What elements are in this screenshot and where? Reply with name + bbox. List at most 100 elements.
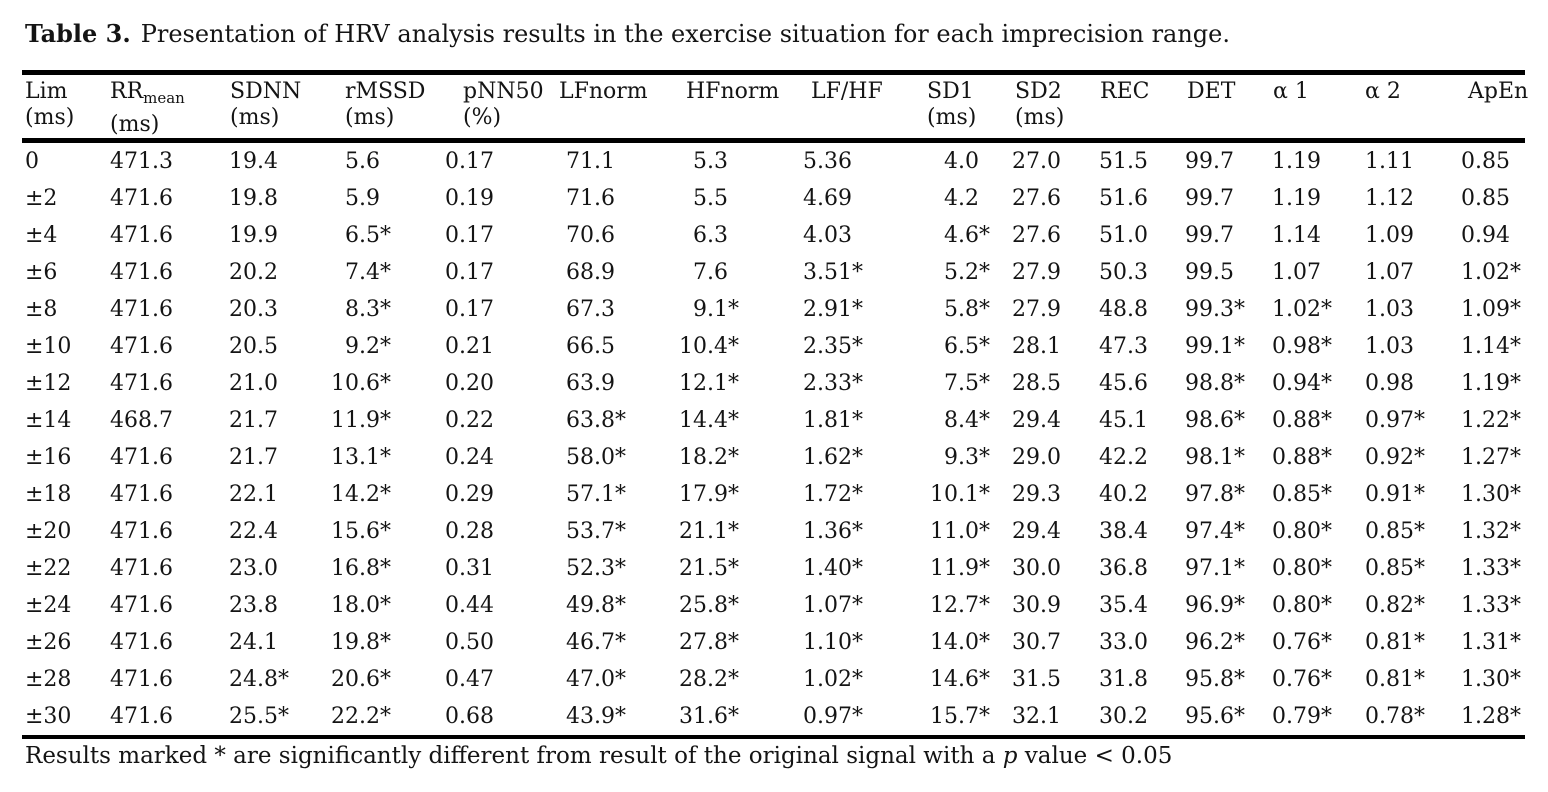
significance-asterisk: * [380, 519, 391, 544]
significance-asterisk: * [1510, 445, 1521, 470]
table-cell: 27.6 [1012, 223, 1061, 248]
significance-asterisk: * [615, 482, 626, 507]
table-header: Lim (ms) RRmean (ms) SDNN (ms) rMSSD (ms) pNN50(… [22, 72, 1528, 143]
row-label-cell: ±16 [25, 445, 72, 470]
significance-asterisk: * [1414, 630, 1425, 655]
significance-asterisk: * [1321, 667, 1332, 692]
table-cell: 21.0 [229, 371, 278, 396]
table-cell: 471.6 [110, 223, 173, 248]
table-cell: 20.5 [229, 334, 278, 359]
table-cell: 50.3 [1099, 260, 1148, 285]
table-cell: 0.31 [445, 556, 494, 581]
significance-asterisk: * [852, 334, 863, 359]
table-cell: 1.09* [1429, 291, 1525, 328]
table-cell: 22.2* [293, 698, 395, 737]
row-label-cell: ±14 [25, 408, 72, 433]
table-cell: 31.5 [1012, 667, 1061, 692]
table-cell: 43.9* [509, 698, 630, 737]
significance-asterisk: * [380, 445, 391, 470]
table-cell: 51.5 [1099, 149, 1148, 174]
significance-asterisk: * [1234, 593, 1245, 618]
table-cell: 1.22* [1429, 402, 1525, 439]
column-header: pNN50 (%) [395, 72, 544, 143]
table-cell: 99.7 [1185, 223, 1234, 248]
table-row: ±10 471.6 20.5 9.2* 0.21 66.5 10.4* 2.35* 6.5* 28… [22, 328, 1525, 365]
table-cell: 0.21 [445, 334, 494, 359]
significance-asterisk: * [852, 297, 863, 322]
significance-asterisk: * [979, 630, 990, 655]
table-cell: 0.94 [1461, 223, 1510, 248]
significance-asterisk: * [1321, 445, 1332, 470]
table-cell: 20.6* [293, 661, 395, 698]
table-cell: 0.85 [1461, 149, 1510, 174]
table-cell: 40.2 [1099, 482, 1148, 507]
row-label-cell: 0 [25, 149, 39, 174]
significance-asterisk: * [615, 704, 626, 729]
table-cell: 9.1* [630, 291, 743, 328]
table-cell: 471.6 [110, 186, 173, 211]
significance-asterisk: * [1234, 334, 1245, 359]
table-cell: 471.6 [110, 556, 173, 581]
table-cell: 5.9 [345, 186, 380, 211]
significance-asterisk: * [1510, 334, 1521, 359]
table-cell: 13.1* [293, 439, 395, 476]
table-cell: 7.4* [293, 254, 395, 291]
table-cell: 1.19 [1272, 186, 1321, 211]
significance-asterisk: * [1510, 371, 1521, 396]
table-cell: 471.6 [110, 593, 173, 618]
significance-asterisk: * [979, 445, 990, 470]
row-label-cell: ±10 [25, 334, 72, 359]
significance-asterisk: * [728, 630, 739, 655]
table-cell: 22.1 [229, 482, 278, 507]
significance-asterisk: * [979, 704, 990, 729]
table-cell: 0.50 [445, 630, 494, 655]
table-cell: 20.3 [229, 297, 278, 322]
table-cell: 11.9* [293, 402, 395, 439]
table-cell: 21.5* [630, 550, 743, 587]
table-row: ±12 471.6 21.0 10.6* 0.20 63.9 12.1* 2.33* 7.5* 2… [22, 365, 1525, 402]
table-cell: 0.91* [1336, 476, 1429, 513]
column-header: REC [1076, 72, 1163, 143]
table-cell: 51.0 [1099, 223, 1148, 248]
table-cell: 0.98* [1249, 328, 1336, 365]
significance-asterisk: * [728, 556, 739, 581]
significance-asterisk: * [1321, 297, 1332, 322]
table-cell: 7.6 [693, 260, 728, 285]
table-cell: 19.9 [229, 223, 278, 248]
table-cell: 471.6 [110, 260, 173, 285]
significance-asterisk: * [1510, 408, 1521, 433]
significance-asterisk: * [1510, 519, 1521, 544]
significance-asterisk: * [1414, 482, 1425, 507]
table-cell: 0.44 [445, 593, 494, 618]
table-cell: 66.5 [566, 334, 615, 359]
column-header: LFnorm [509, 72, 648, 143]
table-cell: 10.6* [293, 365, 395, 402]
table-row: ±22 471.6 23.0 16.8* 0.31 52.3* 21.5* 1.40* 11.9… [22, 550, 1525, 587]
row-label-cell: ±30 [25, 704, 72, 729]
significance-asterisk: * [380, 667, 391, 692]
table-row: ±4 471.6 19.9 6.5* 0.17 70.6 6.3 4.03 4.6* 27.6 51… [22, 217, 1525, 254]
table-cell: 4.69 [803, 186, 852, 211]
table-cell: 4.2 [944, 186, 979, 211]
table-cell: 10.4* [630, 328, 743, 365]
table-cell: 6.3 [693, 223, 728, 248]
table-cell: 2.35* [743, 328, 867, 365]
table-cell: 1.28* [1429, 698, 1525, 737]
table-cell: 471.6 [110, 445, 173, 470]
table-cell: 24.8* [183, 661, 293, 698]
significance-asterisk: * [852, 408, 863, 433]
column-header: HFnorm [630, 72, 779, 143]
significance-asterisk: * [380, 408, 391, 433]
table-cell: 0.17 [445, 260, 494, 285]
table-cell: 0.97* [743, 698, 867, 737]
table-cell: 471.6 [110, 371, 173, 396]
significance-asterisk: * [1234, 704, 1245, 729]
table-cell: 36.8 [1099, 556, 1148, 581]
table-cell: 95.6* [1163, 698, 1249, 737]
table-row: ±28 471.6 24.8* 20.6* 0.47 47.0* 28.2* 1.02* 14.… [22, 661, 1525, 698]
table-cell: 9.2* [293, 328, 395, 365]
column-header: ApEn [1429, 72, 1528, 143]
significance-asterisk: * [1510, 260, 1521, 285]
table-cell: 35.4 [1099, 593, 1148, 618]
table-cell: 28.5 [1012, 371, 1061, 396]
